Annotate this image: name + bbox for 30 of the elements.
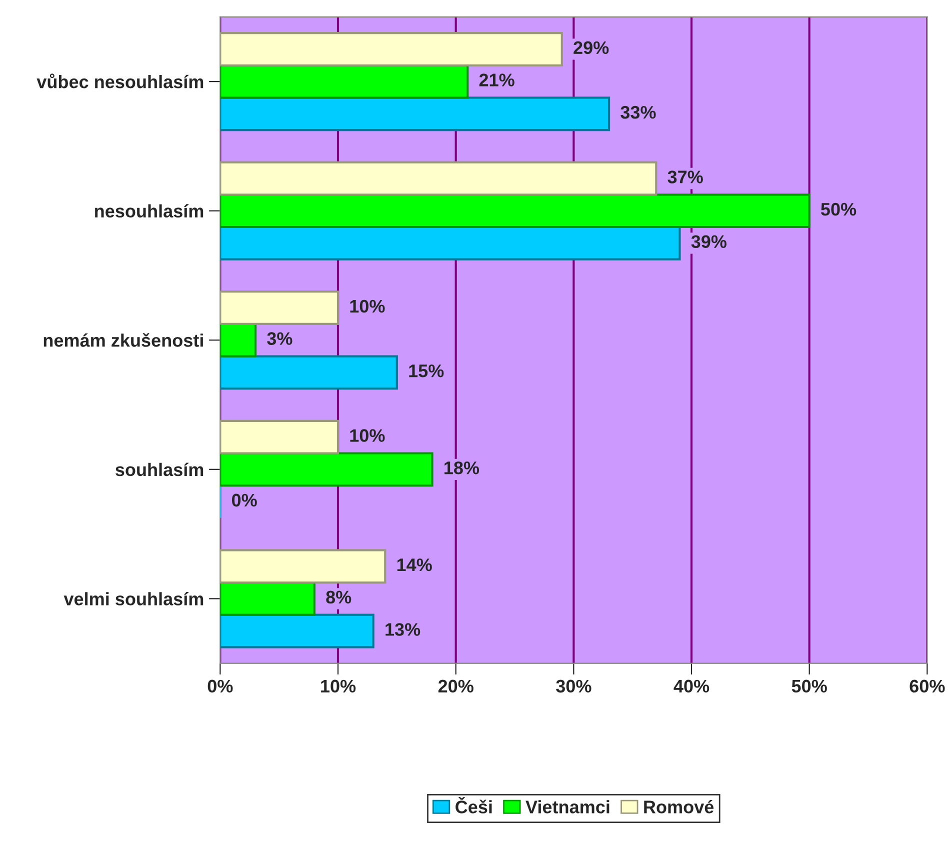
- y-tick-label: nesouhlasím: [95, 204, 204, 218]
- data-label: 0%: [232, 494, 257, 507]
- data-label: 10%: [350, 429, 385, 442]
- legend-label: Češi: [456, 797, 492, 814]
- y-tick-label: nemám zkušenosti: [44, 333, 203, 347]
- x-tick-label: 60%: [910, 680, 945, 693]
- data-label: 3%: [267, 332, 292, 345]
- x-tick-label: 40%: [674, 680, 710, 693]
- data-label: 18%: [444, 461, 480, 474]
- x-tick-label: 20%: [438, 680, 474, 693]
- data-label: 13%: [386, 623, 420, 636]
- data-label: 33%: [620, 106, 656, 119]
- data-label: 29%: [574, 41, 609, 54]
- y-tick-label: souhlasím: [116, 462, 204, 476]
- data-label: 21%: [479, 74, 514, 86]
- legend-label: Vietnamci: [526, 800, 610, 814]
- data-label: 14%: [397, 558, 432, 572]
- data-label: 15%: [409, 364, 444, 378]
- data-label: 39%: [691, 235, 726, 248]
- legend-label: Romové: [644, 800, 714, 814]
- y-tick-label: vůbec nesouhlasím: [36, 74, 204, 88]
- data-label: 8%: [326, 590, 352, 604]
- x-tick-label: 0%: [208, 680, 233, 693]
- x-tick-label: 50%: [792, 680, 827, 693]
- data-label: 10%: [350, 300, 385, 313]
- y-tick-label: velmi souhlasím: [64, 592, 204, 606]
- data-label: 37%: [668, 170, 703, 184]
- x-tick-label: 10%: [321, 680, 356, 693]
- x-tick-label: 30%: [556, 680, 592, 693]
- data-label: 50%: [821, 202, 856, 216]
